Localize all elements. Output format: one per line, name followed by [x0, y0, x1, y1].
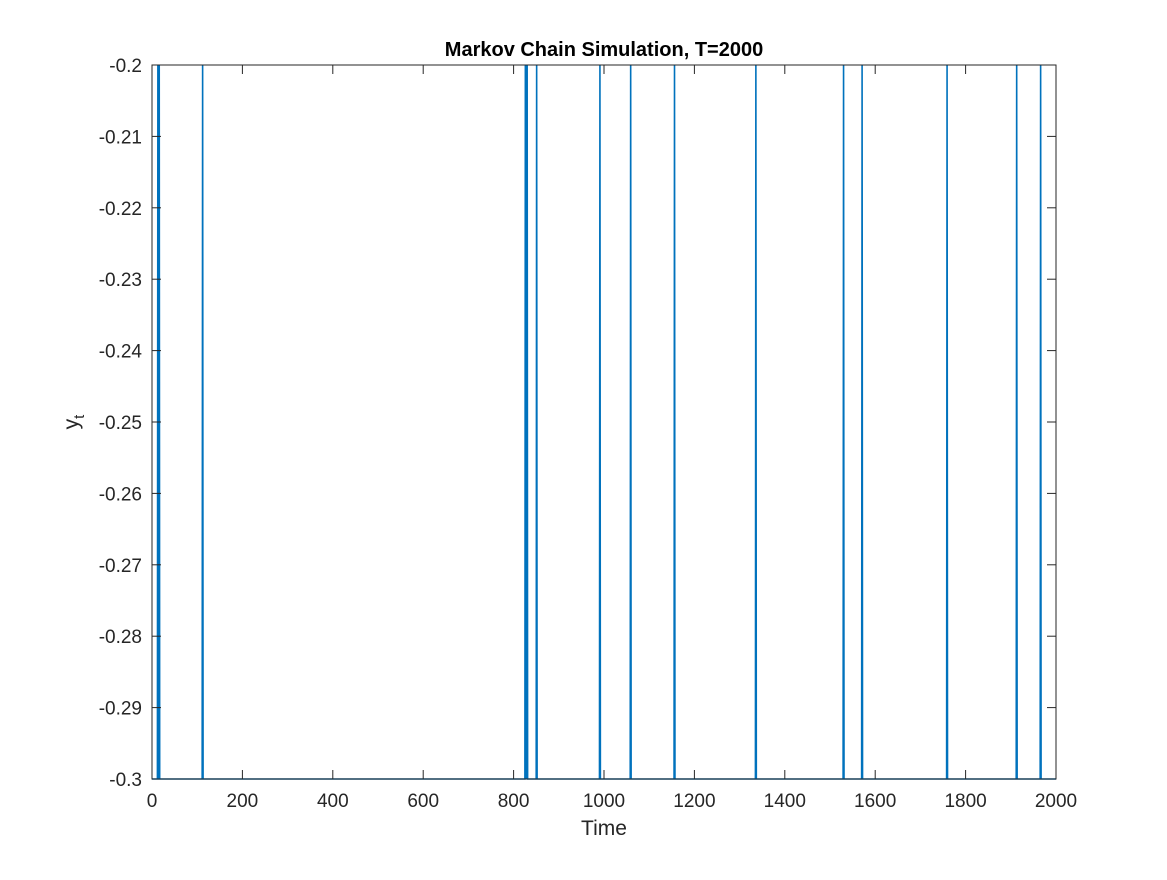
x-tick-label: 1600 — [854, 791, 896, 812]
y-tick-label: -0.27 — [99, 556, 142, 577]
y-tick-label: -0.3 — [109, 770, 142, 791]
y-tick-label: -0.29 — [99, 699, 142, 720]
y-tick-label: -0.24 — [99, 342, 143, 363]
x-tick-label: 400 — [317, 791, 349, 812]
chart-title: Markov Chain Simulation, T=2000 — [445, 39, 763, 61]
y-tick-label: -0.26 — [99, 484, 142, 505]
y-tick-label: -0.2 — [109, 56, 142, 77]
y-axis-label-main: y — [60, 418, 83, 429]
svg-text:yt: yt — [60, 414, 88, 430]
x-tick-label: 1400 — [764, 791, 806, 812]
y-tick-label: -0.28 — [99, 627, 142, 648]
plot-background — [152, 65, 1056, 779]
x-tick-label: 200 — [227, 791, 259, 812]
y-axis-label-subscript: t — [71, 414, 88, 419]
y-tick-label: -0.23 — [99, 270, 142, 291]
y-axis-label: yt — [60, 414, 88, 430]
x-axis-label: Time — [581, 817, 627, 840]
y-tick-label: -0.21 — [99, 127, 142, 148]
x-tick-label: 1000 — [583, 791, 625, 812]
x-tick-label: 1200 — [673, 791, 715, 812]
x-tick-label: 1800 — [944, 791, 986, 812]
y-tick-label: -0.22 — [99, 199, 142, 220]
y-tick-label: -0.25 — [99, 413, 142, 434]
x-tick-label: 2000 — [1035, 791, 1077, 812]
x-tick-label: 800 — [498, 791, 530, 812]
x-tick-label: 0 — [147, 791, 158, 812]
x-tick-label: 600 — [407, 791, 439, 812]
